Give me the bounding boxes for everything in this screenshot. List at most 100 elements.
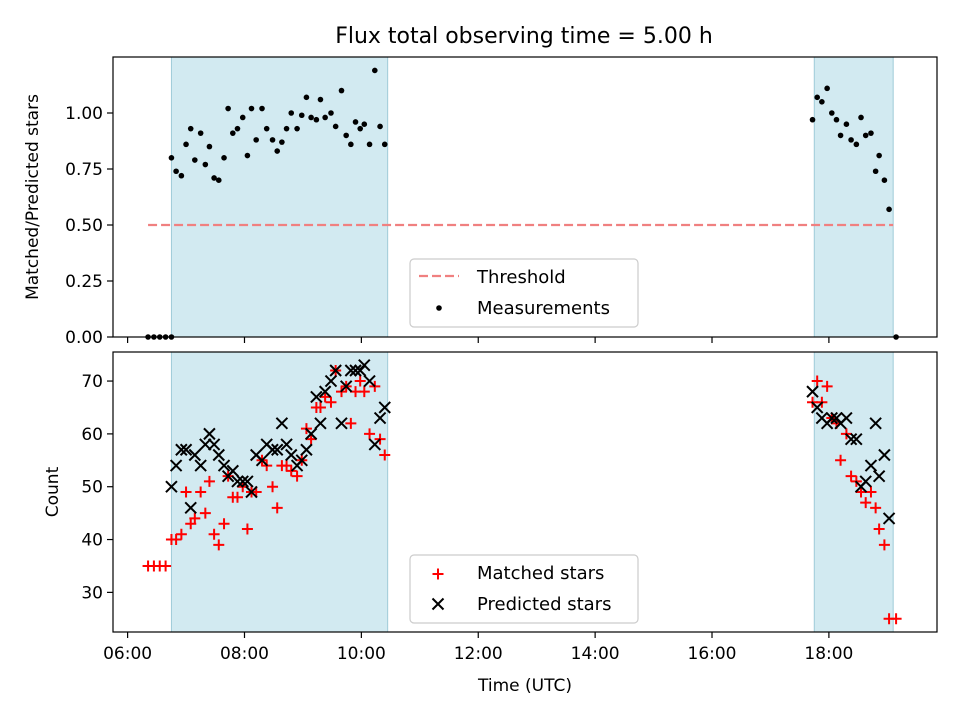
measurement-point	[239, 114, 246, 121]
measurement-point	[192, 157, 198, 163]
predicted-star-point	[850, 432, 863, 446]
predicted-star-point	[207, 438, 221, 451]
bottom-panel-frame	[112, 351, 938, 633]
measurement-point	[168, 155, 175, 161]
top-y-axis-label: Matched/Predicted stars	[23, 94, 43, 300]
matched-star-point	[218, 518, 230, 530]
predicted-star-point	[245, 485, 258, 499]
matched-star-point	[189, 512, 201, 524]
measurement-point	[259, 105, 265, 112]
predicted-star-point	[188, 448, 202, 462]
predicted-star-point	[810, 401, 824, 414]
predicted-star-point	[844, 432, 858, 446]
measurement-point	[858, 114, 864, 121]
predicted-star-point	[869, 417, 882, 430]
y-tick-label: 0.50	[65, 216, 103, 236]
predicted-star-point	[363, 374, 376, 388]
predicted-star-point	[175, 443, 188, 456]
measurement-point	[173, 168, 179, 175]
matched-star-point	[267, 481, 279, 493]
matched-star-point	[873, 523, 885, 535]
predicted-star-point	[203, 427, 216, 441]
predicted-star-point	[194, 459, 207, 472]
measurement-point	[328, 110, 334, 116]
matched-star-point	[855, 486, 867, 498]
y-tick-label: 0.75	[65, 160, 103, 180]
predicted-star-point	[231, 475, 244, 488]
matched-star-point	[364, 428, 376, 440]
x-axis-label: Time (UTC)	[477, 676, 572, 696]
measurement-point	[881, 177, 888, 183]
matched-star-point	[821, 380, 833, 392]
measurement-point	[206, 143, 213, 150]
predicted-star-point	[212, 448, 225, 462]
predicted-star-point	[324, 374, 338, 388]
matched-star-point	[865, 486, 877, 498]
matched-star-point	[870, 502, 882, 514]
y-tick-label: 1.00	[65, 104, 103, 124]
predicted-star-point	[344, 364, 358, 377]
measurement-point	[809, 116, 816, 123]
predicted-star-point	[285, 448, 298, 462]
measurement-point	[187, 125, 194, 132]
predicted-star-point	[358, 359, 371, 372]
predicted-star-point	[859, 475, 872, 488]
predicted-star-point	[806, 385, 819, 398]
top-legend: Threshold Measurements	[409, 258, 639, 328]
plus-marker-icon	[432, 568, 444, 580]
measurement-point	[814, 94, 820, 101]
predicted-star-point	[217, 459, 231, 472]
measurement-point	[263, 125, 270, 132]
measurement-point	[274, 148, 281, 154]
bottom-y-axis-label: Count	[43, 466, 63, 517]
predicted-star-point	[226, 464, 240, 478]
measurement-point	[234, 125, 241, 132]
predicted-star-point	[864, 459, 878, 472]
measurement-point	[183, 141, 189, 148]
predicted-star-point	[179, 443, 193, 456]
predicted-star-point	[295, 454, 308, 467]
predicted-star-point	[165, 480, 178, 493]
bottom-legend-box	[409, 554, 639, 624]
x-tick-label: 10:00	[337, 644, 386, 664]
x-tick-label: 16:00	[688, 644, 737, 664]
measurement-point	[862, 132, 869, 139]
matched-star-point	[213, 539, 225, 551]
predicted-star-point	[310, 390, 323, 404]
measurement-point	[230, 130, 236, 136]
predicted-star-point	[378, 401, 391, 414]
measurement-point	[221, 155, 227, 161]
measurement-point	[848, 137, 854, 143]
measurement-point	[225, 105, 231, 112]
matched-star-point	[281, 460, 293, 472]
measurement-point	[343, 132, 349, 139]
measurement-point	[829, 110, 835, 116]
measurement-point	[366, 141, 373, 148]
legend-predicted-label: Predicted stars	[477, 594, 611, 615]
measurement-point	[833, 116, 840, 123]
measurement-point	[211, 175, 217, 181]
observing-window-1	[170, 56, 389, 338]
measurement-point	[381, 141, 388, 148]
matched-star-point	[195, 486, 207, 498]
predicted-star-point	[169, 459, 183, 472]
matched-star-point	[325, 396, 337, 408]
measurement-point	[248, 105, 255, 112]
measurement-point	[824, 85, 830, 92]
measurement-point	[294, 125, 300, 132]
measurement-point	[361, 121, 368, 127]
matched-star-point	[170, 534, 182, 546]
measurement-point	[269, 137, 276, 143]
matched-star-point	[835, 454, 847, 466]
measurement-point	[372, 67, 378, 74]
predicted-star-point	[236, 475, 249, 488]
measurement-point	[352, 119, 359, 125]
matched-star-point	[160, 560, 172, 572]
measurement-point	[202, 161, 209, 168]
y-tick-label: 40	[81, 531, 103, 551]
matched-star-point	[241, 523, 253, 535]
predicted-star-point	[184, 501, 197, 515]
measurement-point	[313, 116, 320, 123]
predicted-star-point	[872, 469, 886, 483]
predicted-star-point	[280, 438, 293, 451]
